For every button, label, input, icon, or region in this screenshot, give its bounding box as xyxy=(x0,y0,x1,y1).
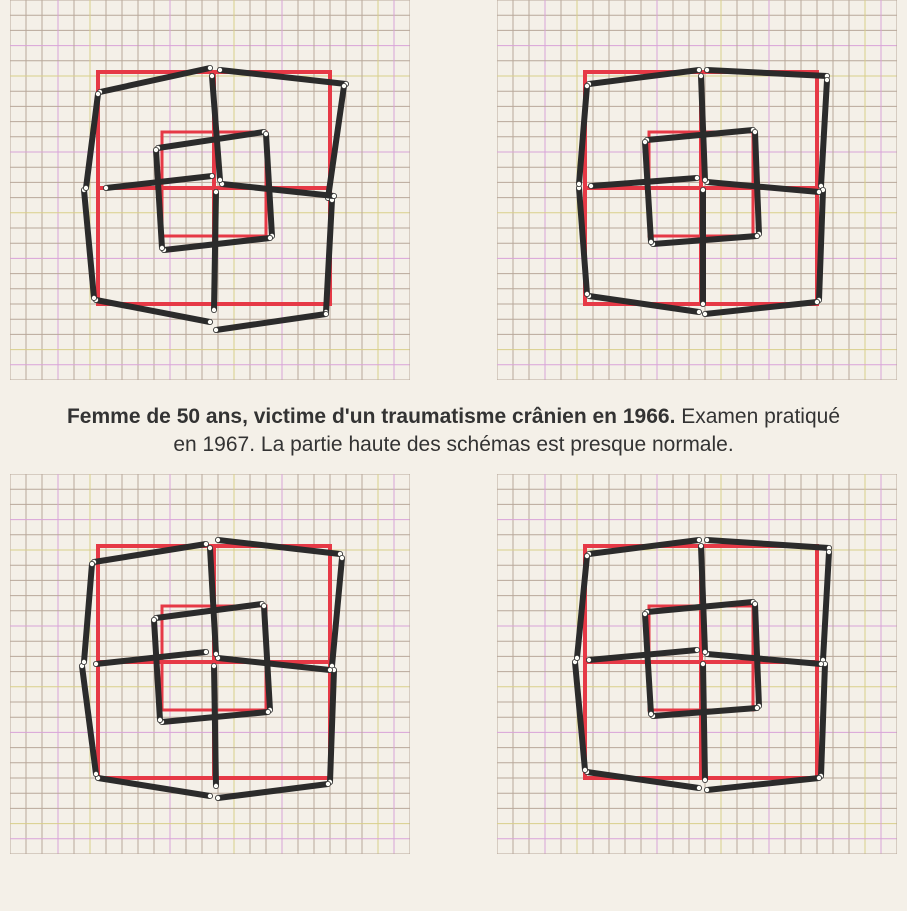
panel-top-left xyxy=(10,0,410,385)
diagram-panel-top-left xyxy=(10,0,410,380)
top-row xyxy=(0,0,907,385)
bottom-row xyxy=(0,474,907,859)
diagram-panel-bottom-right xyxy=(497,474,897,854)
caption-bold: Femme de 50 ans, victime d'un traumatism… xyxy=(67,405,675,428)
panel-bottom-left xyxy=(10,474,410,859)
diagram-panel-bottom-left xyxy=(10,474,410,854)
panel-bottom-right xyxy=(497,474,897,859)
caption-rest1: Examen pratiqué xyxy=(675,405,840,428)
caption-line2: en 1967. La partie haute des schémas est… xyxy=(173,433,733,456)
diagram-panel-top-right xyxy=(497,0,897,380)
figure-caption: Femme de 50 ans, victime d'un traumatism… xyxy=(0,385,907,474)
panel-top-right xyxy=(497,0,897,385)
page: Femme de 50 ans, victime d'un traumatism… xyxy=(0,0,907,859)
